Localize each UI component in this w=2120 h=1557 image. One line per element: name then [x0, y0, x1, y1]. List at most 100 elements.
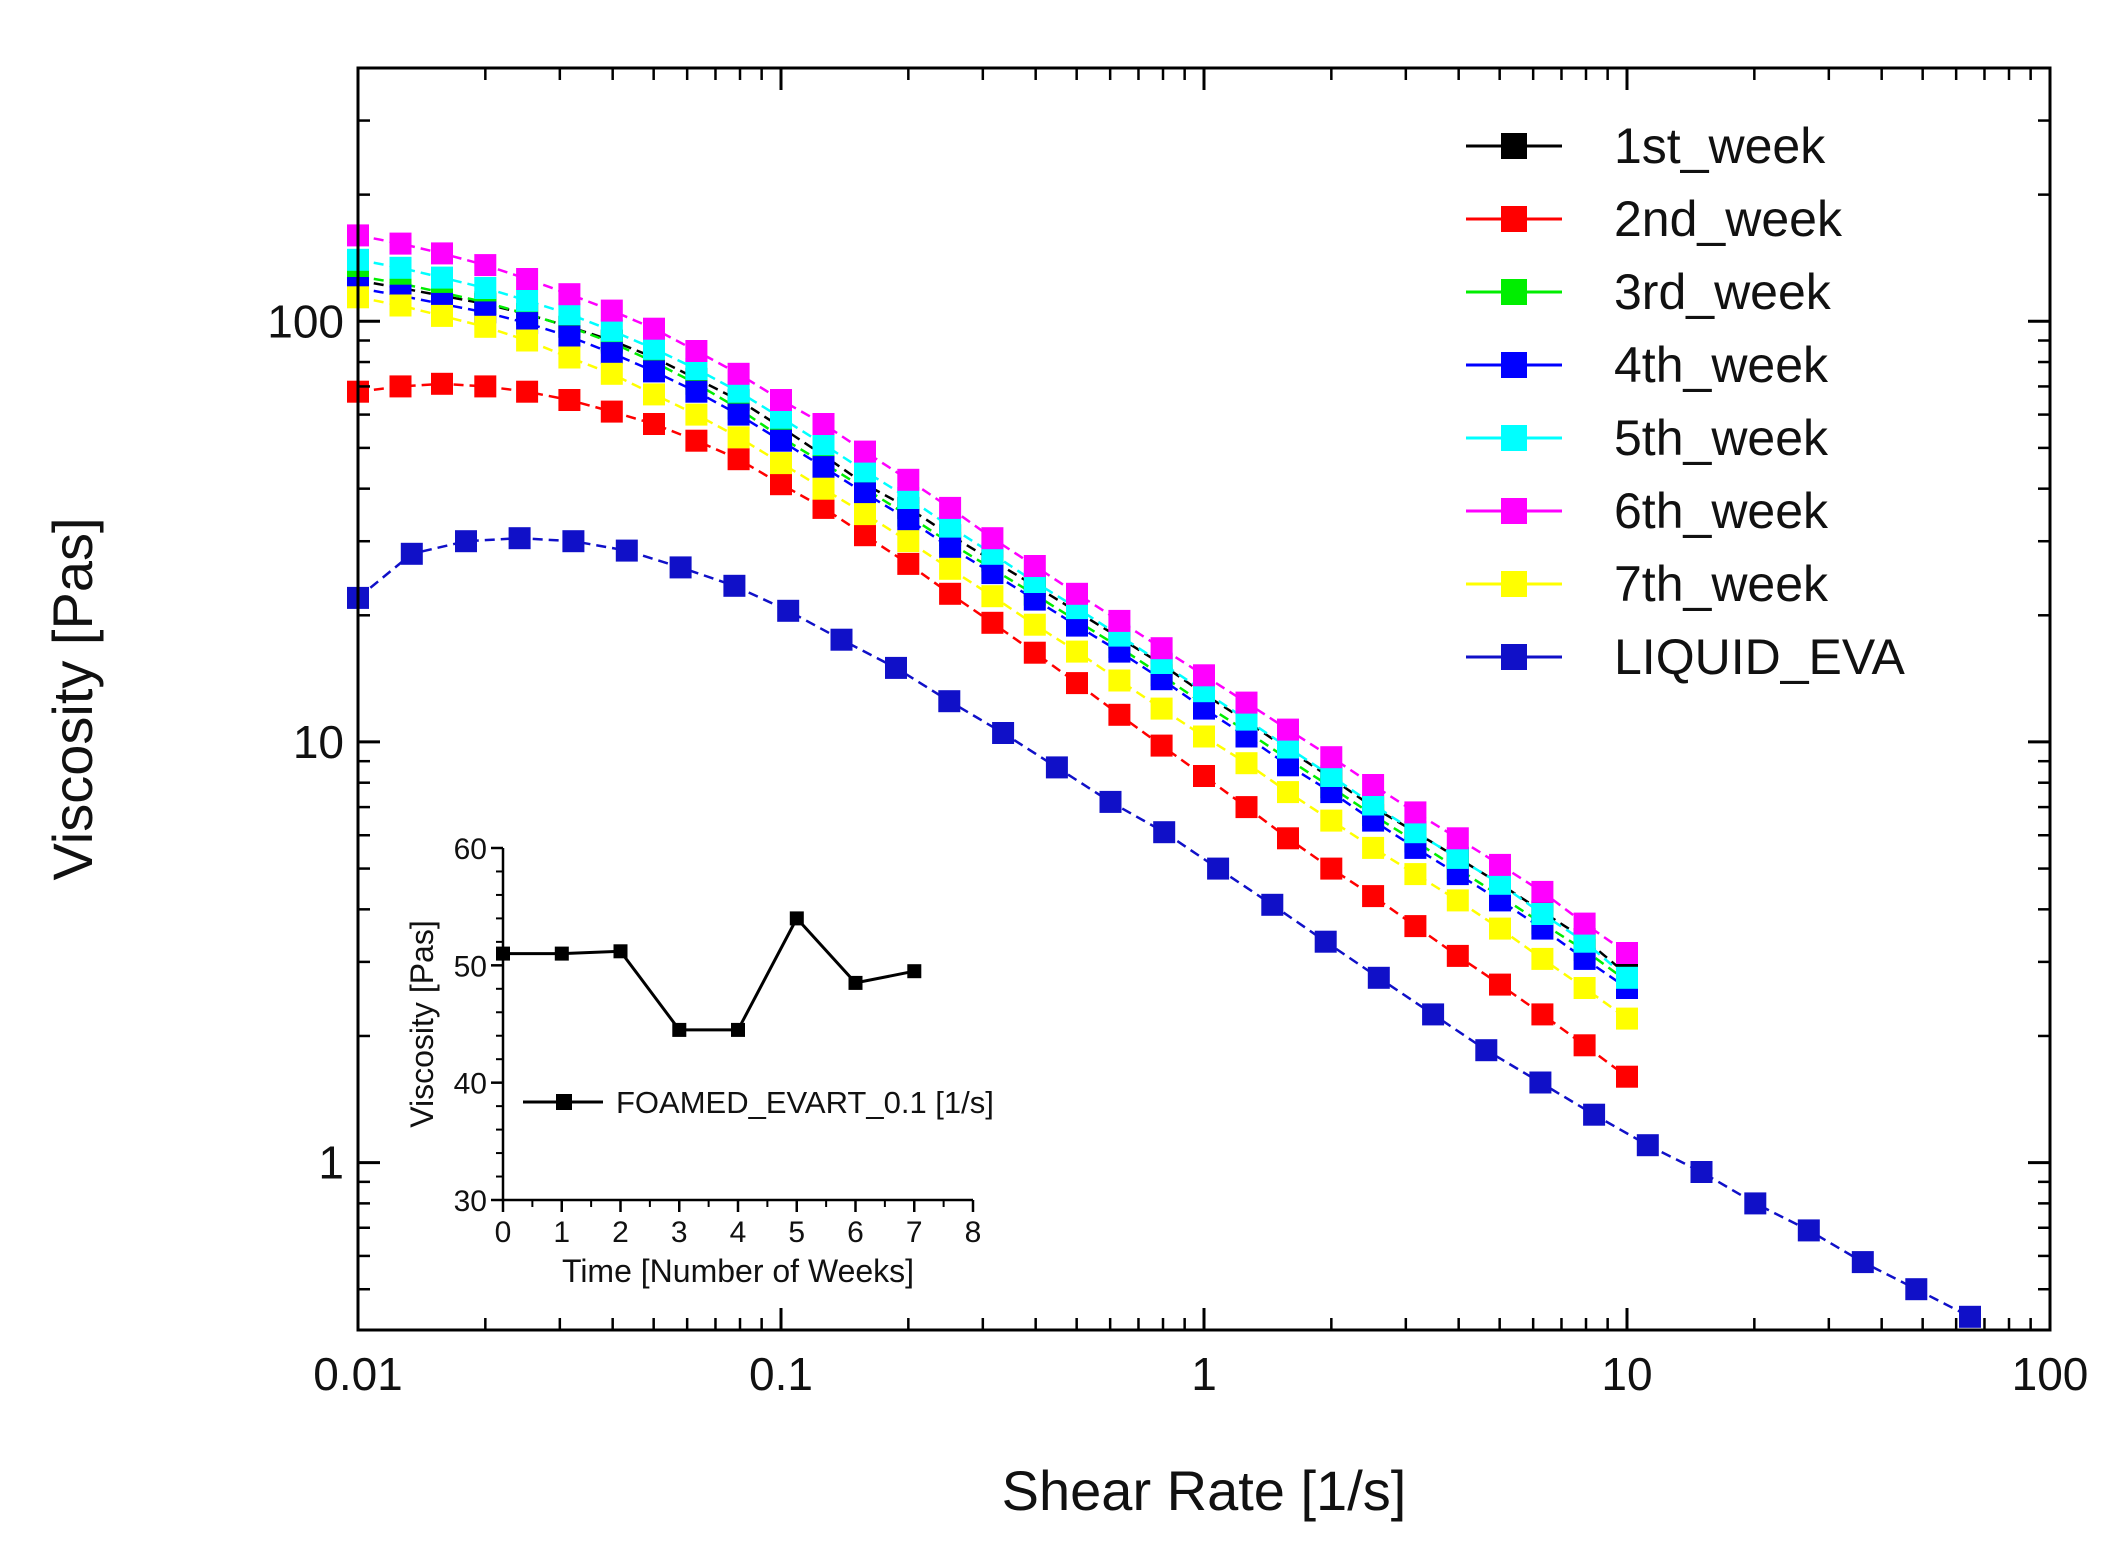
- data-point: [1277, 781, 1299, 804]
- data-point: [897, 487, 920, 509]
- data-point: [558, 389, 581, 411]
- data-point: [1193, 697, 1215, 720]
- data-point: [558, 303, 581, 326]
- inset-y-tick-label: 30: [454, 1185, 487, 1218]
- data-point: [1475, 1039, 1498, 1062]
- data-point: [854, 482, 876, 505]
- data-point: [992, 722, 1015, 744]
- inset-axes: 0 1 2 3 4 5 6 7 8 30 40 50 60 Time [Number of Weeks] V…: [404, 833, 981, 1289]
- data-point: [1690, 1161, 1713, 1183]
- data-point: [558, 283, 581, 306]
- data-point: [1066, 672, 1088, 695]
- data-point: [685, 380, 708, 403]
- legend-marker: [1501, 644, 1527, 670]
- main-series-layer: [347, 224, 1981, 1328]
- inset-series-foamed-evart-0-1-1-s: [496, 911, 922, 1037]
- data-point: [1023, 588, 1046, 611]
- legend-item-liquid-eva: LIQUID_EVA: [1466, 629, 1905, 685]
- legend-item-2nd-week: 2nd_week: [1466, 191, 1843, 247]
- data-point: [516, 312, 539, 335]
- data-point: [1489, 872, 1511, 895]
- data-point: [1616, 1007, 1638, 1030]
- x-tick-label: 1: [1191, 1348, 1217, 1400]
- data-point: [770, 452, 792, 475]
- data-point: [516, 329, 539, 352]
- data-point: [770, 473, 792, 496]
- series-6th-week: [347, 224, 1638, 964]
- legend-item-3rd-week: 3rd_week: [1466, 264, 1832, 320]
- inset-x-tick-label: 6: [847, 1216, 864, 1249]
- data-point: [1583, 1103, 1606, 1126]
- data-point: [727, 362, 750, 385]
- data-point: [643, 337, 665, 360]
- inset-data-point: [789, 911, 804, 926]
- legend-marker: [1501, 571, 1527, 597]
- data-point: [812, 477, 835, 500]
- inset-data-point: [848, 975, 863, 990]
- data-point: [854, 503, 876, 526]
- data-point: [770, 429, 792, 452]
- legend-label: 5th_week: [1614, 410, 1829, 466]
- series-7th-week: [347, 286, 1638, 1030]
- data-point: [600, 342, 623, 365]
- inset-legend-item-foamed-evart-0-1-1-s: FOAMED_EVART_0.1 [1/s]: [523, 1085, 994, 1120]
- data-point: [600, 400, 623, 423]
- data-point: [1320, 746, 1343, 769]
- data-point: [1616, 942, 1638, 964]
- data-point: [1573, 1034, 1596, 1057]
- data-point: [1235, 725, 1258, 748]
- inset-x-tick-label: 1: [553, 1216, 570, 1249]
- inset-data-point: [554, 946, 569, 961]
- data-point: [1023, 641, 1046, 664]
- data-point: [389, 375, 412, 398]
- data-point: [1489, 889, 1511, 912]
- data-point: [723, 574, 746, 597]
- y-axis-label: Viscosity [Pas]: [41, 517, 104, 880]
- data-point: [1235, 752, 1258, 775]
- data-point: [669, 556, 692, 579]
- data-point: [897, 468, 920, 491]
- data-point: [1616, 1065, 1638, 1088]
- data-point: [1489, 853, 1511, 876]
- data-point: [1023, 613, 1046, 636]
- data-point: [1489, 917, 1511, 940]
- data-point: [1362, 836, 1385, 859]
- data-point: [431, 266, 453, 289]
- data-point: [1489, 973, 1511, 996]
- data-point: [389, 232, 412, 255]
- y-tick-label: 100: [267, 295, 344, 347]
- inset-legend: FOAMED_EVART_0.1 [1/s]: [523, 1085, 994, 1120]
- series-liquid-eva: [347, 527, 1981, 1328]
- data-point: [431, 372, 453, 395]
- data-point: [885, 656, 907, 679]
- data-point: [685, 403, 708, 426]
- data-point: [727, 426, 750, 449]
- x-tick-label: 10: [1601, 1348, 1652, 1400]
- inset-series-line: [503, 915, 915, 1032]
- data-point: [1320, 765, 1343, 787]
- inset-x-tick-label: 5: [788, 1216, 805, 1249]
- data-point: [770, 406, 792, 429]
- data-point: [431, 304, 453, 327]
- data-point: [1531, 1003, 1554, 1026]
- data-point: [600, 319, 623, 342]
- data-point: [1193, 765, 1215, 787]
- series-line-7th-week: [357, 296, 1628, 1020]
- data-point: [1277, 827, 1299, 850]
- legend-marker: [1501, 133, 1527, 159]
- data-point: [1150, 734, 1173, 757]
- data-point: [1193, 725, 1215, 748]
- data-point: [1320, 809, 1343, 832]
- inset-x-tick-label: 8: [965, 1216, 982, 1249]
- inset-data-point: [672, 1022, 687, 1037]
- data-point: [1531, 903, 1554, 925]
- y-tick-label: 10: [293, 716, 344, 768]
- data-point: [812, 456, 835, 479]
- data-point: [939, 557, 962, 580]
- data-point: [516, 380, 539, 403]
- data-point: [1045, 756, 1068, 779]
- data-point: [1108, 609, 1131, 632]
- inset-legend-label: FOAMED_EVART_0.1 [1/s]: [616, 1085, 994, 1120]
